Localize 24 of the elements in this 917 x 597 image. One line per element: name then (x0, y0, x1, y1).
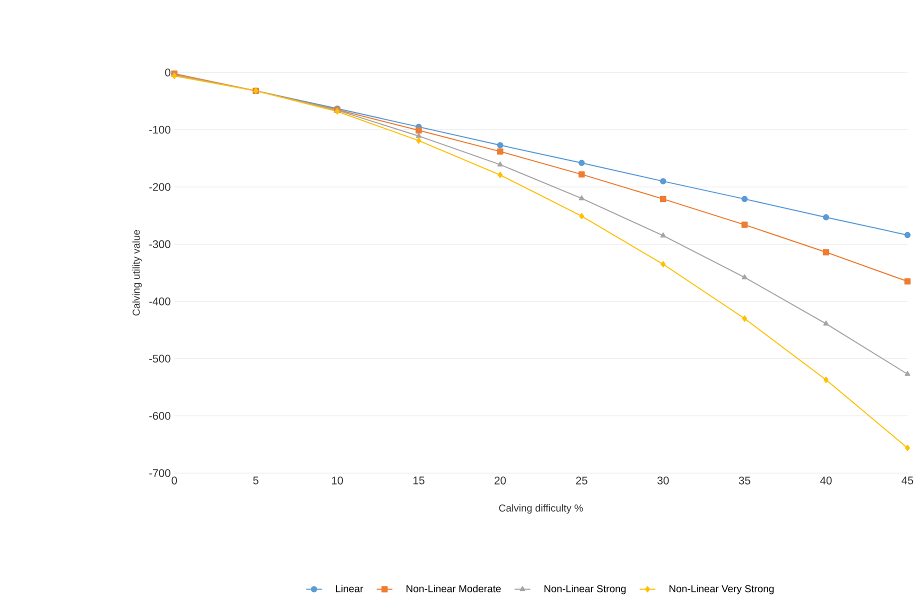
legend-label: Non-Linear Very Strong (670, 584, 774, 594)
y-tick-label: -300 (149, 240, 170, 248)
x-tick-label: 35 (738, 476, 750, 484)
x-axis-title: Calving difficulty % (499, 504, 583, 514)
legend-label: Non-Linear Moderate (406, 584, 501, 592)
x-tick-label: 45 (902, 476, 914, 484)
x-tick-label: 15 (413, 476, 424, 484)
x-tick-label: 0 (172, 476, 177, 484)
y-tick-label: -200 (149, 182, 170, 191)
x-tick-label: 10 (332, 476, 343, 484)
y-tick-label: -100 (149, 126, 170, 134)
y-tick-label: 0 (165, 68, 170, 76)
y-tick-label: -600 (149, 412, 170, 420)
y-tick-label: -500 (149, 354, 170, 362)
x-tick-label: 30 (657, 476, 669, 484)
legend-label: Linear (336, 584, 364, 592)
y-tick-label: -700 (149, 469, 170, 477)
x-tick-label: 20 (494, 476, 506, 484)
legend-label: Non-Linear Strong (544, 584, 626, 594)
y-axis-title: Calving utility value (132, 230, 142, 316)
x-tick-label: 5 (253, 476, 258, 484)
x-tick-label: 40 (820, 476, 832, 484)
y-tick-label: -400 (149, 297, 170, 306)
x-tick-label: 25 (576, 476, 588, 484)
